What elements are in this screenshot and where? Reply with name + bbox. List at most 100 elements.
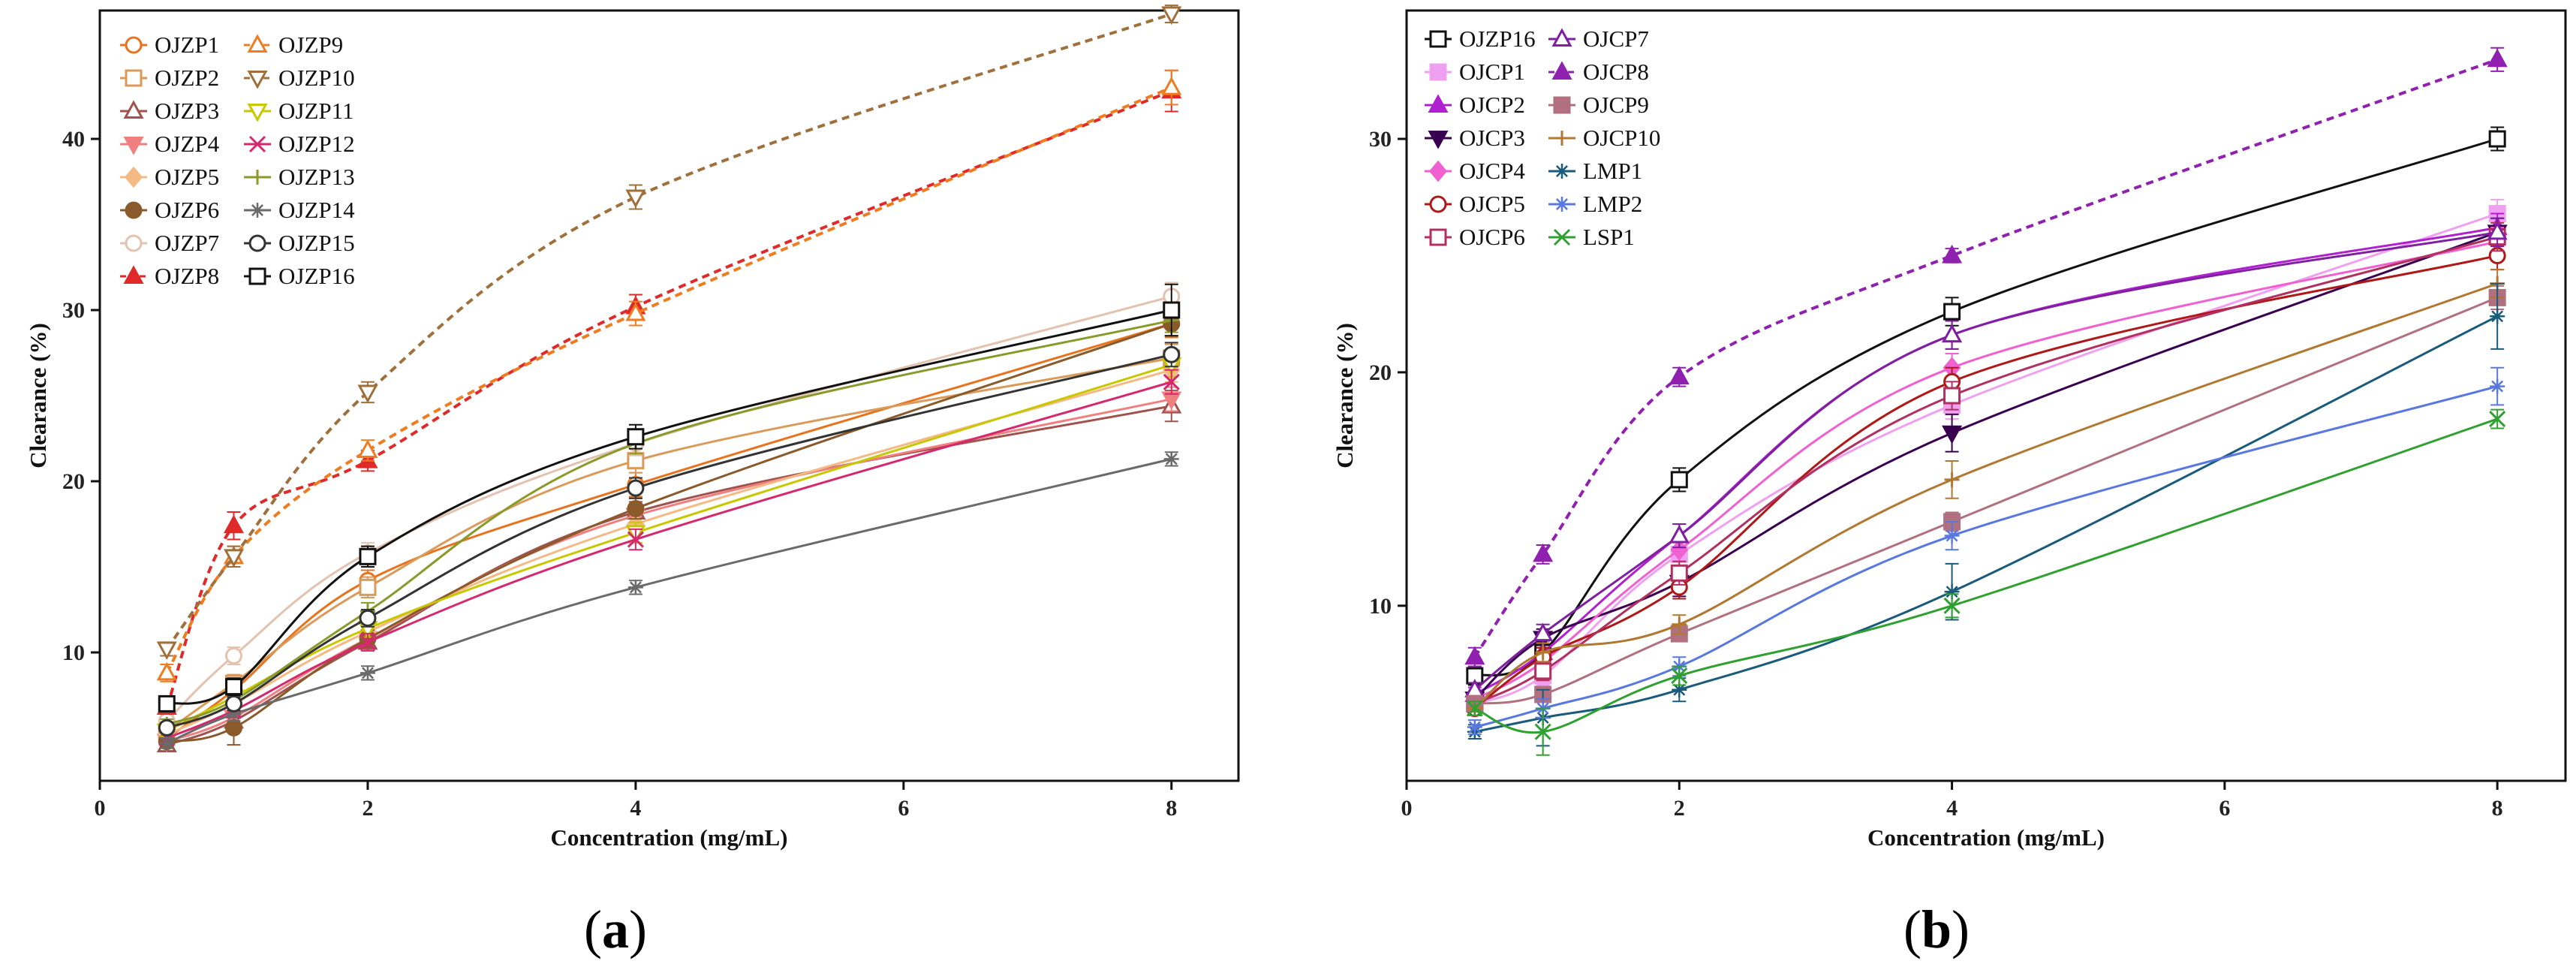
data-point — [359, 578, 377, 596]
legend: OJZP1 OJZP2 OJZP3 OJZP4 OJZP5 OJZP6 OJZP7 OJZP8… — [120, 32, 355, 289]
data-point — [1943, 303, 1961, 321]
y-axis-title: Clearance (%) — [25, 323, 51, 468]
data-point — [1942, 324, 1963, 343]
legend-item-ojzp11: OJZP11 — [244, 98, 354, 124]
data-point — [627, 580, 643, 595]
data-point — [357, 384, 378, 404]
data-point — [1670, 471, 1688, 489]
series-line — [166, 405, 1172, 746]
plot-frame — [1405, 9, 2567, 782]
legend-label: OJCP9 — [1583, 92, 1649, 118]
legend-marker-swatch — [1428, 94, 1449, 113]
legend-marker-swatch — [247, 104, 268, 122]
legend-item-ojcp1: OJCP1 — [1425, 59, 1525, 85]
data-point — [1669, 366, 1690, 385]
data-point — [158, 694, 176, 712]
data-point — [627, 531, 644, 548]
data-point — [2490, 309, 2505, 324]
series-line — [1473, 230, 2498, 691]
legend-label: OJZP16 — [278, 263, 355, 289]
legend-label: OJZP14 — [278, 197, 355, 223]
legend-item-ojzp16: OJZP16 — [244, 263, 355, 289]
chart-panel-b: 0 2 4 6 8 10 20 30 Concentration (mg/mL) Clearanc… — [1332, 9, 2567, 851]
series-ojcp3 — [1464, 217, 2508, 710]
legend-label: OJCP7 — [1583, 26, 1649, 52]
data-point — [1467, 719, 1482, 735]
data-point — [156, 641, 177, 661]
legend-item-ojzp6: OJZP6 — [120, 197, 219, 223]
legend-item-ojzp1: OJZP1 — [120, 32, 219, 58]
legend-item-ojcp9: OJCP9 — [1548, 92, 1649, 118]
panel-label-a: (a) — [584, 899, 647, 959]
series-ojzp2 — [158, 343, 1181, 740]
legend-label: OJCP1 — [1459, 59, 1525, 85]
legend-marker-swatch — [250, 203, 265, 218]
series-line — [166, 322, 1172, 740]
legend-marker-swatch — [123, 100, 144, 119]
legend: OJZP16 OJCP1 OJCP2 OJCP3 OJCP4 OJCP5 OJCP6 OJCP… — [1425, 26, 1660, 250]
data-point — [2487, 48, 2508, 68]
series-line — [166, 363, 1172, 733]
legend-marker-swatch — [1554, 164, 1569, 179]
data-point — [224, 718, 242, 737]
data-point — [2488, 130, 2506, 148]
legend-label: OJZP2 — [155, 65, 219, 91]
legend-marker-swatch — [1551, 28, 1572, 47]
legend-marker-swatch — [1429, 195, 1447, 213]
series-ojzp4 — [156, 386, 1182, 753]
series-line — [166, 322, 1172, 743]
legend-marker-swatch — [247, 71, 268, 89]
legend-item-ojzp7: OJZP7 — [120, 230, 219, 256]
legend-label: OJZP3 — [155, 98, 219, 124]
legend-label: OJZP10 — [278, 65, 355, 91]
legend-label: OJZP6 — [155, 197, 219, 223]
x-tick-label: 0 — [95, 796, 106, 821]
data-point — [158, 718, 176, 737]
legend-item-ojzp15: OJZP15 — [244, 230, 355, 256]
series-ojcp7 — [1464, 217, 2508, 698]
legend-label: OJCP10 — [1583, 125, 1660, 151]
data-point — [360, 665, 375, 681]
x-axis-title: Concentration (mg/mL) — [551, 824, 788, 851]
legend-item-lmp1: LMP1 — [1548, 158, 1642, 184]
data-point — [1671, 667, 1688, 685]
legend-item-ojzp9: OJZP9 — [244, 32, 343, 58]
data-point — [1669, 524, 1690, 544]
series-ojzp15 — [158, 342, 1181, 737]
legend-label: LMP1 — [1583, 158, 1642, 184]
series-lmp2 — [1467, 366, 2505, 735]
legend-marker-swatch — [125, 201, 143, 219]
x-tick-label: 8 — [2492, 796, 2503, 821]
data-point — [1161, 76, 1182, 95]
data-point — [1161, 6, 1182, 26]
series-line — [1473, 58, 2498, 658]
series-ojzp3 — [156, 390, 1182, 753]
legend-label: OJZP13 — [278, 164, 355, 190]
series-line — [1474, 297, 2498, 705]
legend-marker-swatch — [248, 234, 266, 252]
series-line — [166, 398, 1172, 743]
legend-item-ojzp2: OJZP2 — [120, 65, 219, 91]
data-point — [156, 661, 177, 681]
series-line — [165, 89, 1172, 708]
data-point — [224, 647, 242, 665]
legend-item-ojcp8: OJCP8 — [1548, 59, 1649, 85]
legend-label: OJCP2 — [1459, 92, 1525, 118]
legend-label: LMP2 — [1583, 191, 1642, 217]
legend-marker-swatch — [123, 137, 144, 155]
data-point — [1163, 301, 1181, 319]
y-tick-label: 20 — [1369, 360, 1392, 385]
x-tick-label: 0 — [1401, 796, 1413, 821]
data-point — [1534, 723, 1551, 740]
data-point — [1464, 646, 1485, 665]
legend-label: OJCP6 — [1459, 224, 1525, 250]
data-point — [627, 428, 645, 446]
panel-label-b: (b) — [1903, 899, 1970, 959]
data-point — [1533, 622, 1554, 642]
series-ojzp10 — [156, 5, 1182, 661]
data-point — [1943, 387, 1961, 405]
y-tick-label: 40 — [62, 127, 85, 152]
legend-item-ojcp3: OJCP3 — [1425, 125, 1525, 151]
legend-item-ojzp14: OJZP14 — [244, 197, 355, 223]
series-ojzp11 — [156, 352, 1182, 743]
